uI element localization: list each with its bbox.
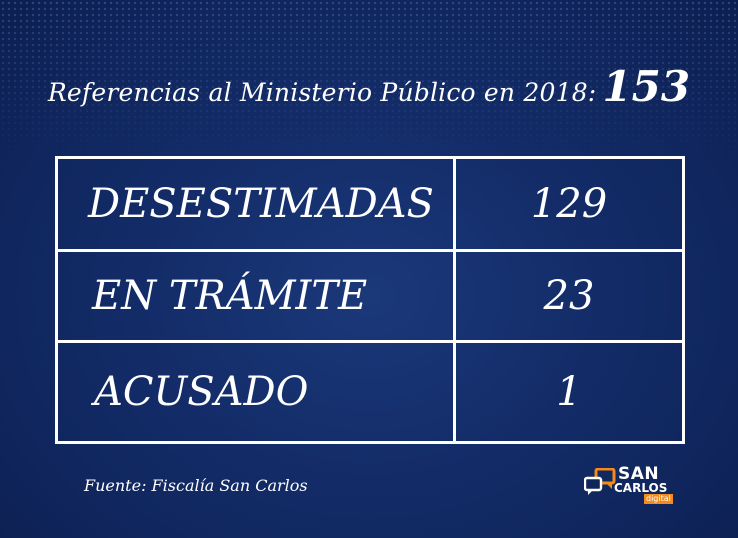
brand-logo: SAN CARLOS digital [582, 464, 674, 506]
logo-line-3: digital [644, 494, 673, 504]
title-total: 153 [602, 62, 691, 111]
table-row-category: EN TRÁMITE [58, 252, 456, 343]
table-row-value: 129 [456, 159, 682, 252]
logo-line-2: CARLOS [614, 481, 668, 495]
logo-line-1: SAN [618, 464, 660, 484]
chat-bubbles-icon [584, 468, 616, 495]
table-row-category: DESESTIMADAS [58, 159, 456, 252]
table-row-value: 1 [556, 369, 582, 415]
chart-title: Referencias al Ministerio Público en 201… [0, 62, 738, 111]
source-note: Fuente: Fiscalía San Carlos [84, 476, 308, 495]
table-row-category: ACUSADO [58, 343, 456, 441]
table-row-value: 23 [456, 252, 682, 343]
data-table: DESESTIMADAS 129 EN TRÁMITE 23 ACUSADO 1 [55, 156, 685, 444]
dot-pattern [0, 0, 738, 160]
title-text: Referencias al Ministerio Público en 201… [47, 78, 597, 107]
